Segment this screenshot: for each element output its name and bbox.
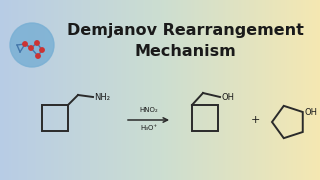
Text: +: + — [250, 115, 260, 125]
Circle shape — [23, 42, 27, 46]
Circle shape — [40, 48, 44, 52]
Text: OH: OH — [221, 93, 234, 102]
Text: NH₂: NH₂ — [94, 93, 110, 102]
Circle shape — [29, 46, 33, 50]
Circle shape — [35, 41, 39, 45]
Text: H₃O⁺: H₃O⁺ — [140, 125, 157, 131]
Circle shape — [10, 23, 54, 67]
Text: HNO₂: HNO₂ — [139, 107, 158, 113]
Circle shape — [36, 54, 40, 58]
Text: OH: OH — [305, 107, 318, 116]
Text: Mechanism: Mechanism — [134, 44, 236, 60]
Text: Demjanov Rearrangement: Demjanov Rearrangement — [67, 22, 303, 37]
